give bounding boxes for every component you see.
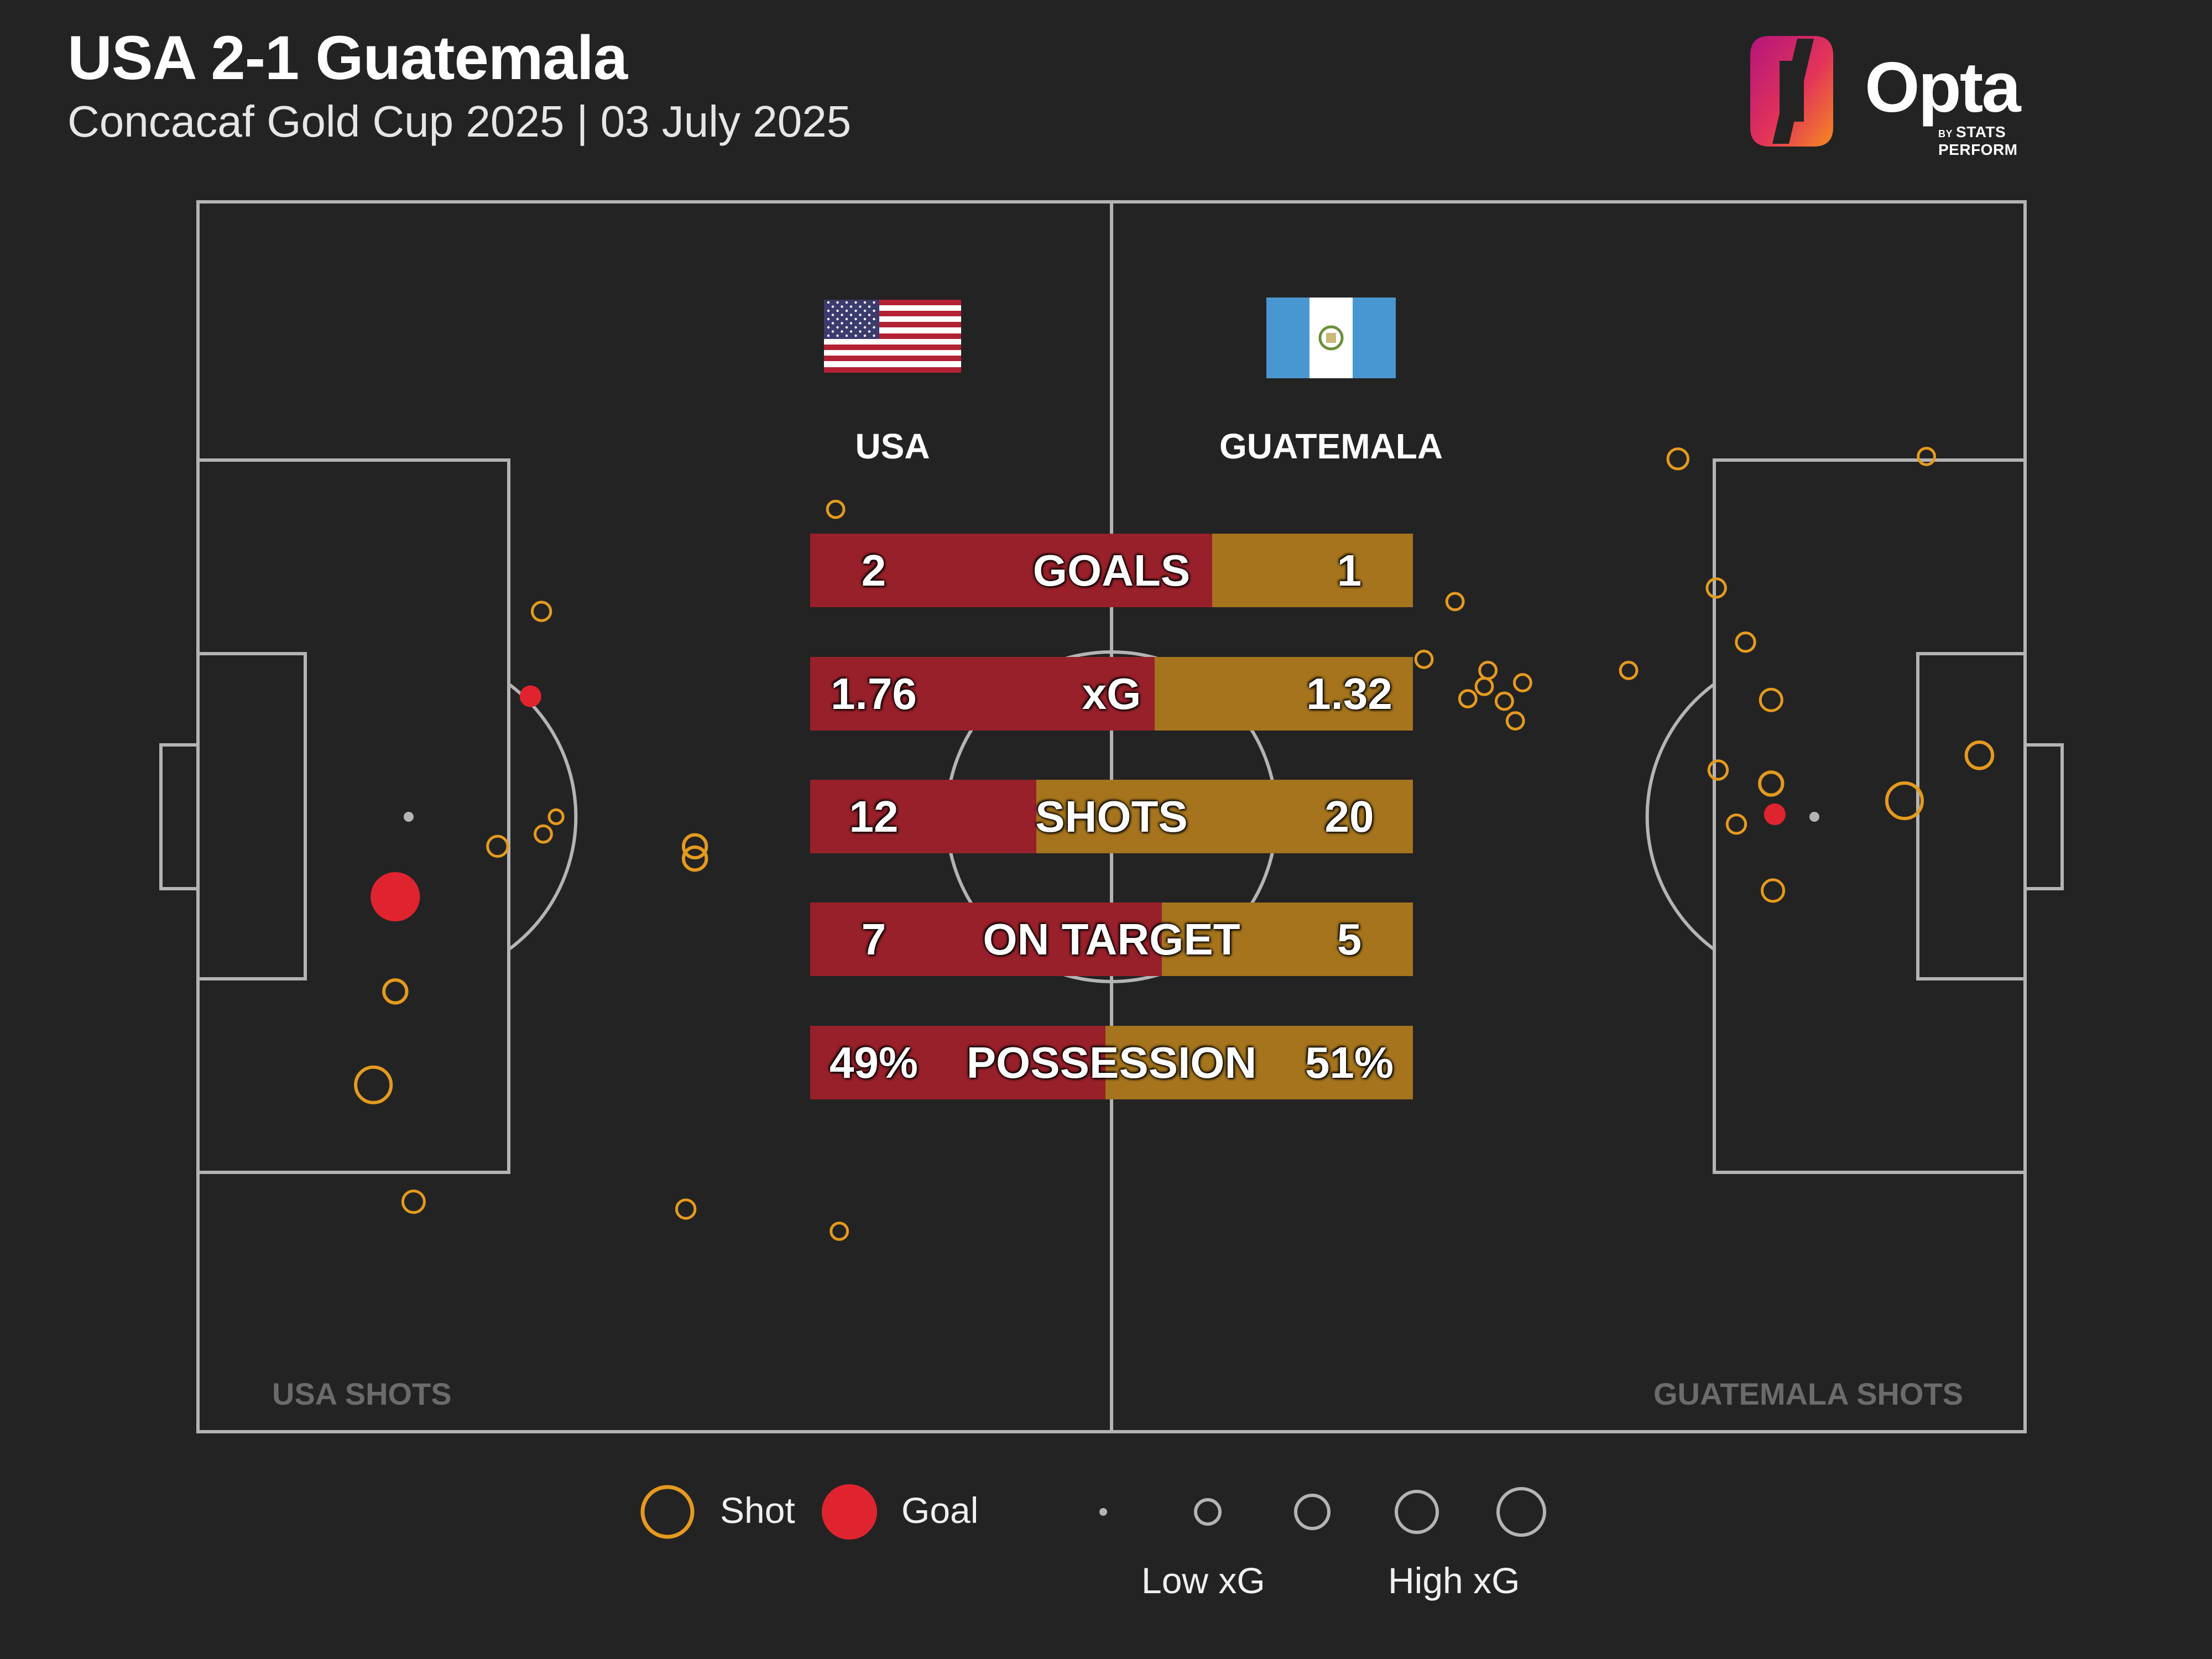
stat-row: 7 5 ON TARGET	[810, 902, 1413, 976]
away-shot-marker	[1917, 446, 1937, 466]
home-shot-marker	[826, 499, 846, 519]
right-penalty-spot	[1809, 812, 1819, 822]
home-goal-marker	[519, 685, 541, 707]
opta-logo: Opta BY STATS PERFORM	[1736, 30, 2090, 158]
away-shot-marker	[1735, 631, 1756, 653]
legend-size-4	[1395, 1490, 1439, 1534]
right-goal	[2023, 743, 2064, 890]
home-goal-marker	[371, 872, 420, 922]
legend-high-xg-label: High xG	[1388, 1560, 1520, 1601]
home-stat-bar	[810, 780, 1036, 853]
home-stat-value: 1.76	[831, 669, 917, 718]
right-penalty-area	[1713, 458, 2027, 1174]
usa-flag-icon	[824, 300, 961, 373]
away-stat-value: 1	[1337, 545, 1362, 595]
away-shot-marker	[1758, 770, 1785, 797]
legend-goal-marker	[822, 1484, 877, 1540]
away-stat-value: 1.32	[1306, 669, 1392, 718]
home-shot-marker	[401, 1190, 426, 1214]
home-shot-marker	[486, 834, 509, 858]
home-stat-bar	[810, 534, 1212, 607]
legend-low-xg-label: Low xG	[1141, 1560, 1265, 1601]
home-shot-marker	[534, 824, 553, 844]
home-shot-marker	[547, 808, 565, 826]
away-shot-marker	[1512, 673, 1532, 693]
away-stat-bar	[1161, 902, 1413, 976]
away-shot-marker	[1445, 592, 1465, 612]
legend-goal-label: Goal	[901, 1490, 979, 1531]
away-shot-marker	[1458, 689, 1478, 708]
away-shot-marker	[1759, 687, 1783, 712]
opta-subtext: BY STATS PERFORM	[1938, 123, 2018, 158]
home-shot-marker	[675, 1198, 697, 1220]
home-shot-marker	[530, 601, 552, 622]
stat-label: ON TARGET	[983, 914, 1240, 964]
stat-row: 2 1 GOALS	[810, 534, 1413, 607]
guatemala-flag-icon	[1266, 298, 1396, 378]
legend-size-2	[1194, 1498, 1222, 1526]
right-penalty-arc	[1645, 682, 1715, 951]
away-stat-bar	[1105, 1026, 1413, 1099]
away-shot-marker	[1964, 740, 1995, 770]
away-shot-marker	[1885, 781, 1924, 821]
stat-label: SHOTS	[1035, 791, 1188, 841]
away-shot-marker	[1414, 649, 1434, 669]
away-stat-bar	[1212, 534, 1413, 607]
home-shot-marker	[681, 833, 708, 860]
away-shot-marker	[1505, 711, 1525, 731]
away-shot-marker	[1707, 759, 1729, 781]
opta-mark-icon	[1750, 36, 1833, 147]
left-penalty-area	[196, 458, 510, 1174]
legend-shot-label: Shot	[720, 1490, 795, 1531]
right-six-yard-box	[1916, 652, 2027, 980]
away-shot-marker	[1705, 577, 1727, 599]
away-shot-marker	[1725, 813, 1747, 835]
home-shots-label: USA SHOTS	[272, 1376, 452, 1411]
left-penalty-spot	[404, 812, 414, 822]
left-penalty-arc	[508, 682, 578, 951]
away-shots-label: GUATEMALA SHOTS	[1653, 1376, 1963, 1411]
away-shot-marker	[1474, 676, 1494, 696]
away-shot-marker	[1619, 660, 1639, 680]
away-shot-marker	[1478, 660, 1498, 680]
stat-row: 12 20 SHOTS	[810, 780, 1413, 853]
away-goal-marker	[1764, 804, 1786, 826]
home-stat-value: 2	[861, 545, 886, 595]
opta-wordmark: Opta	[1865, 48, 2021, 127]
shot-markers	[354, 446, 1995, 1241]
away-stat-value: 20	[1324, 791, 1374, 841]
stat-label: GOALS	[1032, 545, 1191, 595]
legend-size-5	[1496, 1487, 1546, 1537]
home-shot-marker	[354, 1065, 393, 1104]
home-stat-bar	[810, 902, 1162, 976]
stat-label: POSSESSION	[966, 1037, 1257, 1087]
home-stat-value: 7	[861, 914, 886, 964]
away-stat-bar	[1036, 780, 1413, 853]
away-stat-bar	[1154, 657, 1413, 731]
legend-size-3	[1294, 1494, 1331, 1530]
home-shot-marker	[681, 845, 708, 872]
home-stat-bar	[810, 657, 1155, 731]
stat-row: 1.76 1.32 xG	[810, 657, 1413, 731]
away-stat-value: 5	[1337, 914, 1362, 964]
legend-shot-marker	[640, 1485, 695, 1539]
legend-size-1	[1099, 1508, 1107, 1516]
stat-label: xG	[1082, 669, 1141, 718]
left-six-yard-box	[196, 652, 307, 980]
left-goal	[159, 743, 200, 890]
away-shot-marker	[1494, 691, 1514, 711]
away-team-name: GUATEMALA	[1219, 426, 1443, 466]
stat-row: 49% 51% POSSESSION	[810, 1026, 1413, 1099]
home-stat-value: 12	[849, 791, 899, 841]
away-shot-marker	[1761, 878, 1786, 903]
away-stat-value: 51%	[1305, 1037, 1394, 1087]
home-stat-bar	[810, 1026, 1106, 1099]
page-subtitle: Concacaf Gold Cup 2025 | 03 July 2025	[67, 97, 852, 146]
page-title: USA 2-1 Guatemala	[67, 23, 628, 92]
away-shot-marker	[1666, 447, 1689, 471]
home-shot-marker	[830, 1222, 849, 1241]
home-shot-marker	[382, 978, 409, 1005]
home-stat-value: 49%	[829, 1037, 919, 1087]
home-team-name: USA	[855, 426, 930, 466]
